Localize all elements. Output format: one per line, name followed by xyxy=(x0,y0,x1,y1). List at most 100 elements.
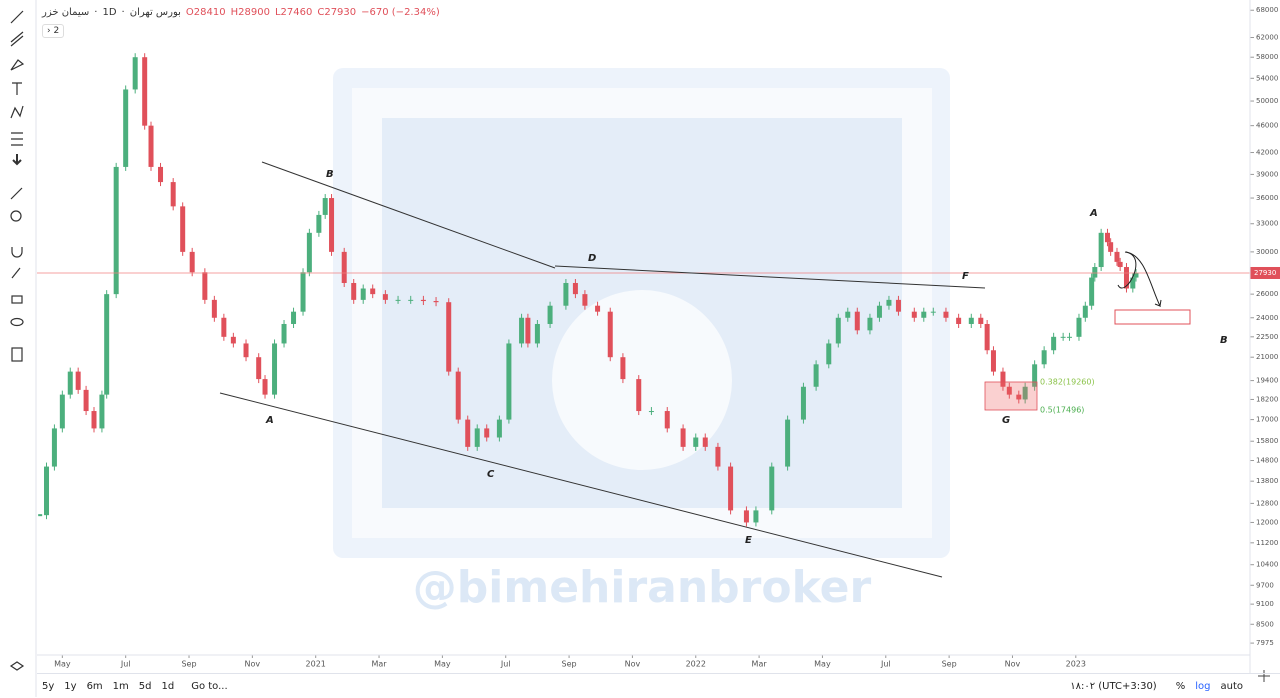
range[interactable]: 1y xyxy=(64,680,77,692)
candle xyxy=(484,428,490,438)
x-tick-label: Nov xyxy=(625,660,641,669)
candle xyxy=(306,232,312,273)
candle xyxy=(1089,277,1095,306)
x-tick-label: Jul xyxy=(880,660,891,669)
x-tick-label: Jul xyxy=(120,660,131,669)
indicator-badge[interactable]: › 2 xyxy=(42,24,65,38)
range[interactable]: 6m xyxy=(86,680,103,692)
candle xyxy=(1041,350,1047,365)
candle xyxy=(420,299,426,302)
candle xyxy=(620,357,626,380)
auto-toggle[interactable]: auto xyxy=(1220,680,1243,692)
candle xyxy=(1117,261,1123,268)
candle xyxy=(474,428,480,447)
candle xyxy=(876,305,882,318)
candle xyxy=(1104,232,1110,243)
y-tick-label: 46000 xyxy=(1256,122,1278,130)
candle xyxy=(113,166,119,295)
log-toggle[interactable]: log xyxy=(1195,680,1211,692)
y-tick-label: 11200 xyxy=(1256,539,1278,547)
watermark-text: @bimehiranbroker xyxy=(413,562,872,613)
candle xyxy=(455,371,461,420)
candle xyxy=(1133,272,1139,278)
candle xyxy=(230,336,236,344)
bottom-right: ۱۸:۰۲ (UTC+3:30) % log auto xyxy=(1065,681,1280,692)
y-tick-label: 62000 xyxy=(1256,34,1278,42)
candle xyxy=(91,411,97,429)
goto[interactable]: Go to... xyxy=(191,680,228,692)
candle xyxy=(845,311,851,318)
candle xyxy=(693,437,699,447)
candle xyxy=(1000,371,1006,387)
candle xyxy=(785,419,791,467)
candle xyxy=(1006,386,1012,395)
x-tick-label: 2023 xyxy=(1066,660,1086,669)
y-tick-label: 50000 xyxy=(1256,97,1278,105)
candle xyxy=(534,323,540,344)
candle xyxy=(496,419,502,438)
candle xyxy=(572,282,578,295)
candle xyxy=(715,446,721,467)
candle xyxy=(1098,232,1104,268)
candle xyxy=(1123,267,1129,289)
y-tick-label: 30000 xyxy=(1256,248,1278,256)
candle xyxy=(44,466,50,516)
y-tick-label: 54000 xyxy=(1256,74,1278,82)
candle xyxy=(1130,277,1136,289)
candle xyxy=(316,214,322,233)
x-tick-label: 2022 xyxy=(686,660,706,669)
wave-label: A xyxy=(1089,208,1098,219)
candle xyxy=(395,299,401,301)
x-tick-label: May xyxy=(54,660,71,669)
tool-icons[interactable] xyxy=(9,10,25,671)
candle xyxy=(563,282,569,306)
candle xyxy=(322,198,328,215)
wave-label: D xyxy=(588,253,596,264)
range[interactable]: 5d xyxy=(138,680,152,692)
close: C27930 xyxy=(317,7,357,18)
candle xyxy=(826,343,832,365)
candle xyxy=(329,198,335,252)
candle xyxy=(211,299,217,318)
y-tick-label: 10400 xyxy=(1256,561,1278,569)
y-tick-label: 8500 xyxy=(1256,620,1274,628)
candle xyxy=(170,182,176,207)
settings-icon[interactable] xyxy=(1258,670,1270,682)
candle xyxy=(990,350,996,372)
range[interactable]: 1d xyxy=(161,680,175,692)
y-tick-label: 9700 xyxy=(1256,581,1274,589)
candle xyxy=(743,510,749,523)
candle xyxy=(664,411,670,429)
candle xyxy=(291,311,297,324)
y-tick-label: 15800 xyxy=(1256,437,1278,445)
candle xyxy=(67,371,73,395)
candle xyxy=(1060,336,1066,338)
time: ۱۸:۰۲ (UTC+3:30) xyxy=(1070,680,1157,692)
wave-label: B xyxy=(1220,335,1228,346)
change: −670 (−2.34%) xyxy=(361,7,440,18)
candle xyxy=(132,57,138,90)
candle xyxy=(813,364,819,387)
last-price-label: 27930 xyxy=(1254,269,1276,277)
bottom-bar: 5y 1y 6m 1m 5d 1d Go to... ۱۸:۰۲ (UTC+3:… xyxy=(37,673,1280,698)
wave-label: G xyxy=(1002,415,1010,426)
candle xyxy=(38,514,43,517)
candle xyxy=(1016,394,1022,400)
legend: سیمان خزر · 1D · بورس تهران O28410 H28900 … xyxy=(42,7,440,18)
candle xyxy=(408,299,414,301)
y-tick-label: 17000 xyxy=(1256,416,1278,424)
candle xyxy=(636,379,642,412)
candle xyxy=(1092,267,1098,278)
range[interactable]: 5y xyxy=(42,680,55,692)
y-tick-label: 14800 xyxy=(1256,457,1278,465)
x-tick-label: Mar xyxy=(752,660,768,669)
y-tick-label: 39000 xyxy=(1256,170,1278,178)
candle xyxy=(1108,242,1114,252)
range[interactable]: 1m xyxy=(112,680,129,692)
candle xyxy=(1082,305,1088,318)
candle xyxy=(142,57,148,126)
candle xyxy=(370,288,376,295)
percent-toggle[interactable]: % xyxy=(1175,680,1186,692)
y-tick-label: 18200 xyxy=(1256,395,1278,403)
